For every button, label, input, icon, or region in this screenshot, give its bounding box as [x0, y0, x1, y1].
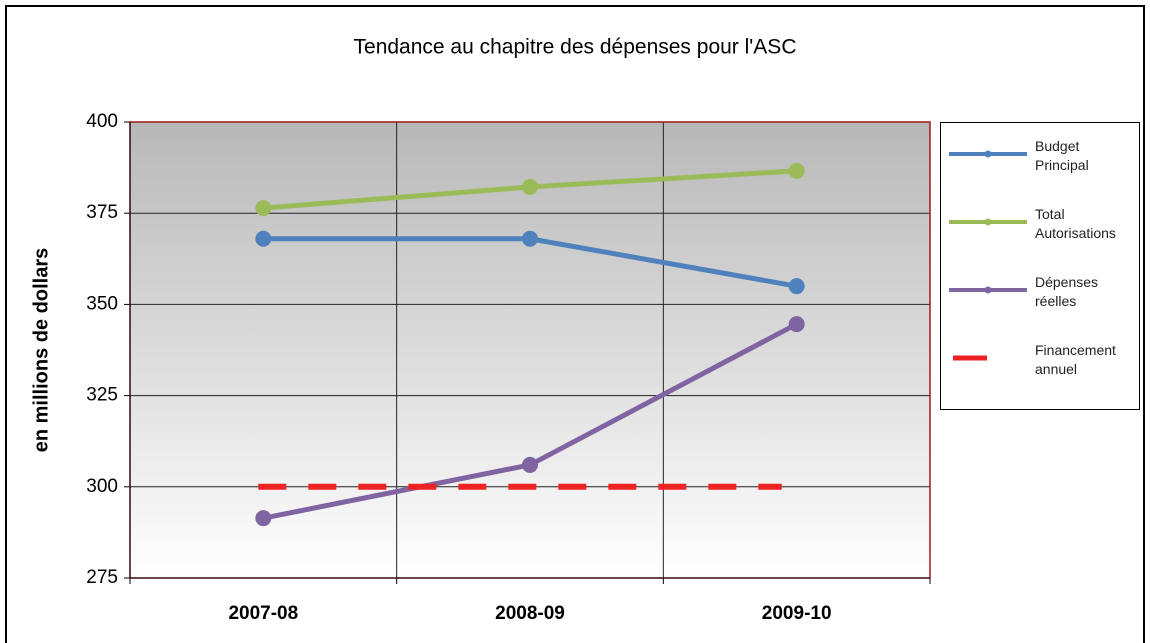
legend-swatch: [949, 281, 1027, 294]
y-axis-label: en millions de dollars: [30, 248, 52, 453]
y-tick-label: 400: [86, 111, 118, 132]
point: [522, 230, 538, 247]
legend-swatch: [949, 145, 1027, 158]
legend-label: Dépenses réelles: [1035, 274, 1099, 309]
point: [255, 200, 272, 217]
legend-label: Total Autorisations: [1035, 206, 1116, 241]
y-tick-label: 275: [86, 567, 118, 588]
legend-item: Total Autorisations: [941, 203, 1141, 263]
legend-label: Budget Principal: [1035, 138, 1089, 173]
legend-swatch: [949, 349, 1027, 361]
y-tick-label: 325: [86, 385, 118, 406]
legend-item: Dépenses réelles: [941, 271, 1141, 331]
x-tick-label: 2009-10: [762, 603, 832, 624]
point: [788, 316, 805, 333]
point: [255, 510, 272, 527]
y-tick-label: 350: [86, 293, 118, 314]
point: [788, 162, 805, 179]
legend-item: Budget Principal: [941, 135, 1141, 195]
legend: Budget Principal Total Autorisations Dépen…: [940, 122, 1140, 410]
y-tick-label: 300: [86, 476, 118, 497]
x-tick-label: 2007-08: [228, 603, 298, 624]
point: [522, 178, 538, 195]
legend-item: Financement annuel: [941, 339, 1141, 399]
legend-swatch: [949, 213, 1027, 226]
chart-title: Tendance au chapitre des dépenses pour l…: [354, 36, 797, 59]
legend-label: Financement annuel: [1035, 342, 1116, 377]
point: [788, 278, 805, 295]
point: [255, 230, 272, 247]
point: [522, 456, 538, 473]
x-tick-label: 2008-09: [495, 603, 565, 624]
plot-area: [130, 122, 930, 578]
y-tick-label: 375: [86, 202, 118, 223]
